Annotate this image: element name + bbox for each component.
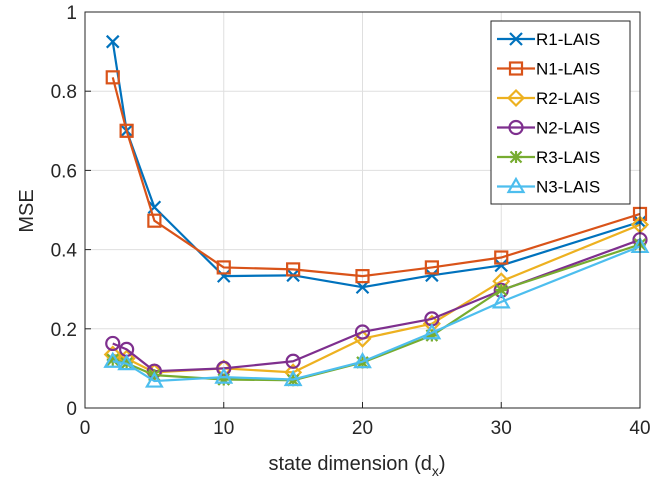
data-point-n3-lais [353,351,372,369]
x-axis-label: state dimension (dx) [268,453,445,479]
y-tick-label: 0.8 [51,82,77,103]
legend-label: N3-LAIS [536,178,600,197]
legend-marker-r1-lais [509,32,523,46]
legend-marker-r3-lais [509,150,523,164]
data-point-n1-lais [355,269,370,284]
data-point-n2-lais [285,353,301,369]
data-point-n3-lais [283,369,303,387]
data-point-n3-lais [144,371,164,388]
legend-item-n1-lais: N1-LAIS [497,60,600,79]
series-line-n1-lais [111,77,641,278]
data-point-n3-lais [103,351,123,368]
y-tick-label: 0 [66,399,77,420]
series-n3-lais [103,236,650,388]
legend-item-r2-lais: R2-LAIS [497,88,600,108]
x-tick-label: 0 [80,418,91,439]
data-point-n3-lais [491,292,511,309]
legend-label: R3-LAIS [536,148,600,167]
legend-label: R2-LAIS [536,89,600,108]
legend-box [490,20,631,205]
data-point-n1-lais [424,260,439,275]
data-point-n1-lais [105,70,120,85]
data-point-n1-lais [286,262,301,277]
legend-marker-n3-lais [506,176,526,194]
legend-item-r1-lais: R1-LAIS [497,30,600,49]
series-n2-lais [105,232,648,379]
legend-item-n3-lais: N3-LAIS [497,176,600,197]
data-point-n1-lais [494,250,509,265]
legend: R1-LAIS N1-LAIS R2-LAIS N2-LAIS R3-LAIS N3-LA… [490,20,631,205]
data-point-r1-lais [494,258,509,273]
data-point-r3-lais [106,353,120,366]
data-point-r3-lais [494,283,508,297]
data-point-n2-lais [493,282,509,298]
data-point-n1-lais [147,213,162,228]
data-point-n3-lais [422,323,442,340]
x-tick-label: 20 [352,418,373,439]
x-axis-label-subscript: x [432,463,439,479]
data-point-n3-lais [117,353,137,371]
legend-item-r3-lais: R3-LAIS [497,148,600,167]
axis-ticks: 0 10 20 30 40 0 0.2 0.4 0.6 0.8 1 [51,3,651,439]
data-point-n1-lais [216,260,231,275]
y-tick-label: 1 [66,3,77,24]
y-axis-label: MSE [16,189,38,232]
data-point-n2-lais [354,324,371,340]
legend-marker-n1-lais [508,61,524,76]
series-line-n2-lais [112,238,641,373]
x-tick-label: 40 [629,418,650,439]
legend-label: N1-LAIS [536,60,600,79]
y-tick-label: 0.6 [51,161,77,182]
x-tick-label: 30 [491,418,512,439]
data-point-n1-lais [119,123,134,138]
data-point-r1-lais [425,268,439,283]
legend-marker-r2-lais [506,88,526,108]
x-tick-label: 10 [213,418,234,439]
data-point-n3-lais [214,367,234,384]
legend-item-n2-lais: N2-LAIS [497,119,600,138]
data-point-r3-lais [425,329,439,342]
data-point-n2-lais [105,335,121,352]
series-line-n3-lais [112,245,641,383]
y-tick-label: 0.2 [51,320,77,341]
legend-label: R1-LAIS [536,30,600,49]
y-tick-label: 0.4 [51,241,78,262]
legend-marker-n2-lais [508,119,524,136]
series-group [103,34,650,388]
data-point-r1-lais [105,34,120,49]
data-point-r1-lais [216,269,231,283]
data-point-r3-lais [217,373,231,386]
legend-label: N2-LAIS [536,119,600,138]
